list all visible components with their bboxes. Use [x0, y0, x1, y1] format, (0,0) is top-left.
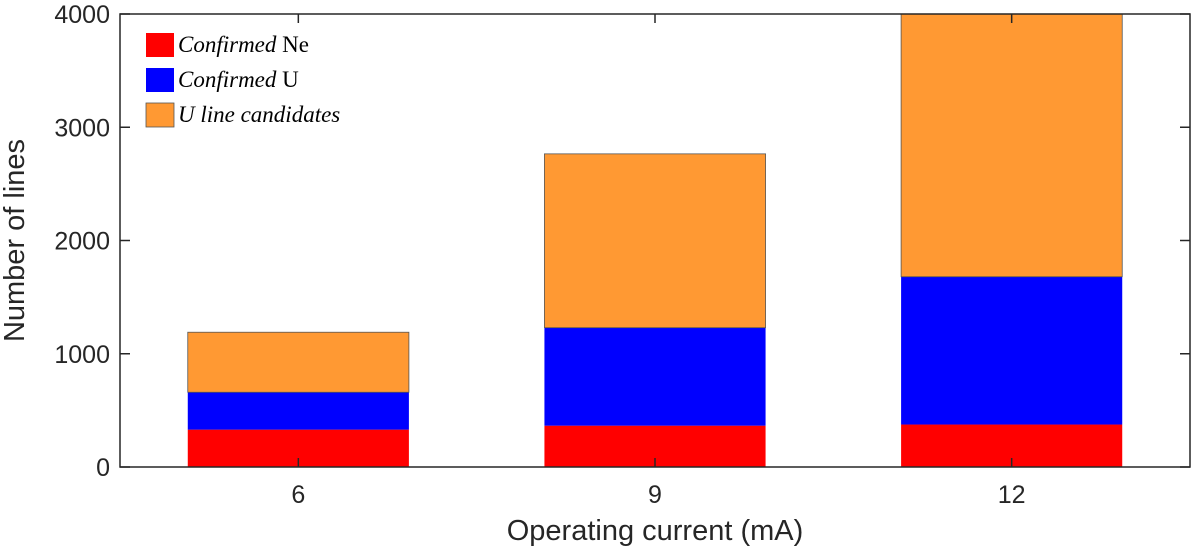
x-tick-label: 6: [291, 481, 305, 509]
legend-swatch-3: [145, 102, 175, 128]
y-tick-label: 0: [96, 454, 110, 482]
y-tick-label: 4000: [54, 1, 110, 29]
bar-6-series-2: [187, 392, 409, 430]
bar-9-series-2: [544, 327, 766, 426]
bar-12-series-3: [900, 13, 1123, 278]
y-tick-label: 2000: [54, 228, 110, 256]
legend-label-1: Confirmed Ne: [178, 32, 309, 57]
ticks-layer: [120, 13, 1190, 468]
legend-label-3: U line candidates: [178, 102, 340, 127]
y-axis-title: Number of lines: [0, 139, 31, 342]
y-tick-label: 1000: [54, 341, 110, 369]
legend-label-2: Confirmed U: [178, 67, 299, 92]
x-axis-title: Operating current (mA): [507, 515, 804, 547]
y-tick-label: 3000: [54, 114, 110, 142]
bars-layer: [187, 13, 1123, 467]
bar-6-series-3: [187, 331, 410, 393]
labels-layer: 6 9 12 0 1000 2000 3000 4000: [54, 1, 1025, 509]
legend: Confirmed Ne Confirmed U U line candidates: [145, 32, 340, 128]
legend-swatch-2: [146, 68, 174, 92]
x-tick-label: 12: [998, 481, 1026, 509]
x-tick-label: 9: [648, 481, 662, 509]
bar-9-series-3: [544, 153, 766, 329]
bar-12-series-2: [901, 276, 1123, 425]
legend-swatch-1: [146, 33, 174, 57]
